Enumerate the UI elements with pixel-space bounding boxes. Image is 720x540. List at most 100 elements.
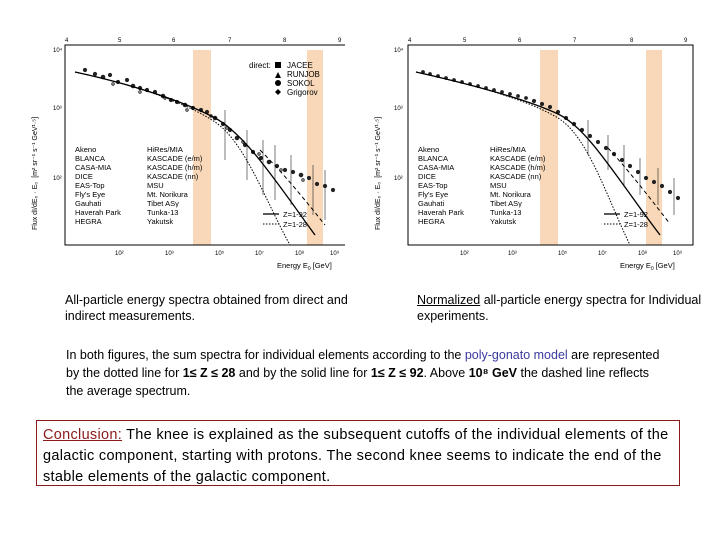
right-spectrum-figure: 4 5 6 7 8 9 10⁴ 10³ 10² 10² 10³ 10⁵ 10⁷ … xyxy=(368,30,698,280)
legend-item: Grigorov xyxy=(287,88,318,97)
diamond-icon xyxy=(275,89,281,95)
legend-item: Tunka-13 xyxy=(147,208,178,217)
legend-item: Fly's Eye xyxy=(418,190,448,199)
tick-label: 6 xyxy=(518,38,522,44)
legend-item: Z=1-28 xyxy=(624,220,648,229)
tick-label: 10⁸ xyxy=(638,250,648,257)
legend-item: Gauhati xyxy=(418,199,445,208)
legend-item: Yakutsk xyxy=(147,217,173,226)
right-caption: Normalized all-particle energy spectra f… xyxy=(417,292,717,324)
circle-icon xyxy=(275,80,281,86)
experiment-legend-right: HiRes/MIA KASCADE (e/m) KASCADE (h/m) KA… xyxy=(490,145,546,226)
tick-label: 10² xyxy=(53,176,62,182)
legend-item: Gauhati xyxy=(75,199,102,208)
legend-item: Tunka-13 xyxy=(490,208,521,217)
left-ticks: 10⁴ 10³ 10² xyxy=(394,47,404,182)
legend-item: HEGRA xyxy=(75,217,102,226)
legend-item: KASCADE (nn) xyxy=(147,172,199,181)
left-spectrum-plot: 4 5 6 7 8 9 10⁴ 10³ 10² 10² 10³ 10⁵ 10⁷ … xyxy=(32,38,345,272)
tick-label: 10² xyxy=(115,251,124,257)
experiment-legend-right: HiRes/MIA KASCADE (e/m) KASCADE (h/m) KA… xyxy=(147,145,203,226)
tick-label: 10⁷ xyxy=(598,250,607,257)
left-ticks: 10⁴ 10³ 10² xyxy=(53,47,63,182)
model-description: In both figures, the sum spectra for ind… xyxy=(66,346,666,400)
legend-item: BLANCA xyxy=(418,154,448,163)
note-text: In both figures, the sum spectra for ind… xyxy=(66,348,465,362)
tick-label: 4 xyxy=(408,38,412,44)
knee-band xyxy=(540,50,558,245)
legend-item: MSU xyxy=(147,181,164,190)
tick-label: 8 xyxy=(283,38,287,44)
legend-item: Z=1-28 xyxy=(283,220,307,229)
poly-gonato-term: poly-gonato model xyxy=(464,348,568,362)
x-axis-label: Energy E0 [GeV] xyxy=(620,261,675,272)
tick-label: 5 xyxy=(463,38,467,44)
legend-item: EAS-Top xyxy=(75,181,105,190)
tick-label: 10³ xyxy=(165,251,174,257)
legend-item: MSU xyxy=(490,181,507,190)
tick-label: 10³ xyxy=(394,106,403,112)
legend-item: Mt. Norikura xyxy=(490,190,532,199)
experiment-legend-left: Akeno BLANCA CASA-MIA DICE EAS-Top Fly's… xyxy=(75,145,121,226)
legend-item: CASA-MIA xyxy=(75,163,111,172)
legend-item: Akeno xyxy=(418,145,439,154)
tick-label: 5 xyxy=(118,38,122,44)
tick-label: 10³ xyxy=(508,251,517,257)
z-legend: Z=1-92 Z=1-28 xyxy=(263,210,307,229)
legend-item: HEGRA xyxy=(418,217,445,226)
plot-frame xyxy=(64,44,345,246)
left-spectrum-figure: 4 5 6 7 8 9 10⁴ 10³ 10² 10² 10³ 10⁵ 10⁷ … xyxy=(15,30,345,280)
legend-item: KASCADE (h/m) xyxy=(147,163,203,172)
plot-frame xyxy=(407,44,694,246)
second-knee-band xyxy=(307,50,323,245)
legend-item: HiRes/MIA xyxy=(147,145,183,154)
energy-threshold: 10⁸ GeV xyxy=(468,366,518,380)
legend-item: Tibet ASγ xyxy=(147,199,179,208)
tick-label: 9 xyxy=(684,38,688,44)
tick-label: 10⁸ xyxy=(295,250,305,257)
legend-item: CASA-MIA xyxy=(418,163,454,172)
experiment-legend-left: Akeno BLANCA CASA-MIA DICE EAS-Top Fly's… xyxy=(418,145,464,226)
legend-item: KASCADE (e/m) xyxy=(147,154,203,163)
top-ticks: 4 5 6 7 8 9 xyxy=(65,38,342,44)
legend-item: EAS-Top xyxy=(418,181,448,190)
tick-label: 8 xyxy=(630,38,634,44)
bottom-ticks: 10² 10³ 10⁵ 10⁷ 10⁸ 10⁹ xyxy=(460,250,683,257)
x-axis-label: Energy E0 [GeV] xyxy=(277,261,332,272)
legend-item: BLANCA xyxy=(75,154,105,163)
tick-label: 10⁹ xyxy=(673,250,683,257)
z-range-92: 1≤ Z ≤ 92 xyxy=(370,366,424,380)
normalized-word: Normalized xyxy=(417,293,481,307)
solid-curve-z92 xyxy=(74,71,316,236)
tick-label: 10⁵ xyxy=(215,250,225,257)
legend-item: DICE xyxy=(75,172,93,181)
note-text: . Above xyxy=(423,366,469,380)
triangle-icon xyxy=(275,72,281,78)
legend-item: JACEE xyxy=(287,61,313,70)
tick-label: 10² xyxy=(460,251,469,257)
top-ticks: 4 5 6 7 8 9 xyxy=(408,38,688,44)
direct-legend: direct: JACEE RUNJOB SOKOL Grigorov xyxy=(249,61,320,97)
legend-item: Yakutsk xyxy=(490,217,516,226)
tick-label: 9 xyxy=(338,38,342,44)
right-caption-text: all-particle energy spectra for Individu… xyxy=(417,293,702,323)
legend-item: Mt. Norikura xyxy=(147,190,189,199)
legend-item: Haverah Park xyxy=(75,208,121,217)
y-axis-label: Flux dI/dE₀ · E₀[m² sr⁻¹ s⁻¹ GeV¹·⁵] xyxy=(32,117,39,230)
legend-item: Haverah Park xyxy=(418,208,464,217)
legend-item: KASCADE (h/m) xyxy=(490,163,546,172)
tick-label: 7 xyxy=(228,38,232,44)
legend-item: KASCADE (nn) xyxy=(490,172,542,181)
legend-item: Z=1-92 xyxy=(283,210,307,219)
conclusion-label: Conclusion: xyxy=(43,427,123,443)
note-text: are represented by the dotted line for xyxy=(66,348,660,380)
tick-label: 10⁴ xyxy=(394,47,404,54)
z-range-28: 1≤ Z ≤ 28 xyxy=(182,366,236,380)
conclusion-box: Conclusion: The knee is explained as the… xyxy=(36,420,680,486)
z-legend: Z=1-92 Z=1-28 xyxy=(604,210,648,229)
legend-item: KASCADE (e/m) xyxy=(490,154,546,163)
legend-item: DICE xyxy=(418,172,436,181)
dashed-average xyxy=(607,147,671,225)
legend-item: Z=1-92 xyxy=(624,210,648,219)
bottom-ticks: 10² 10³ 10⁵ 10⁷ 10⁸ 10⁹ xyxy=(115,250,340,257)
